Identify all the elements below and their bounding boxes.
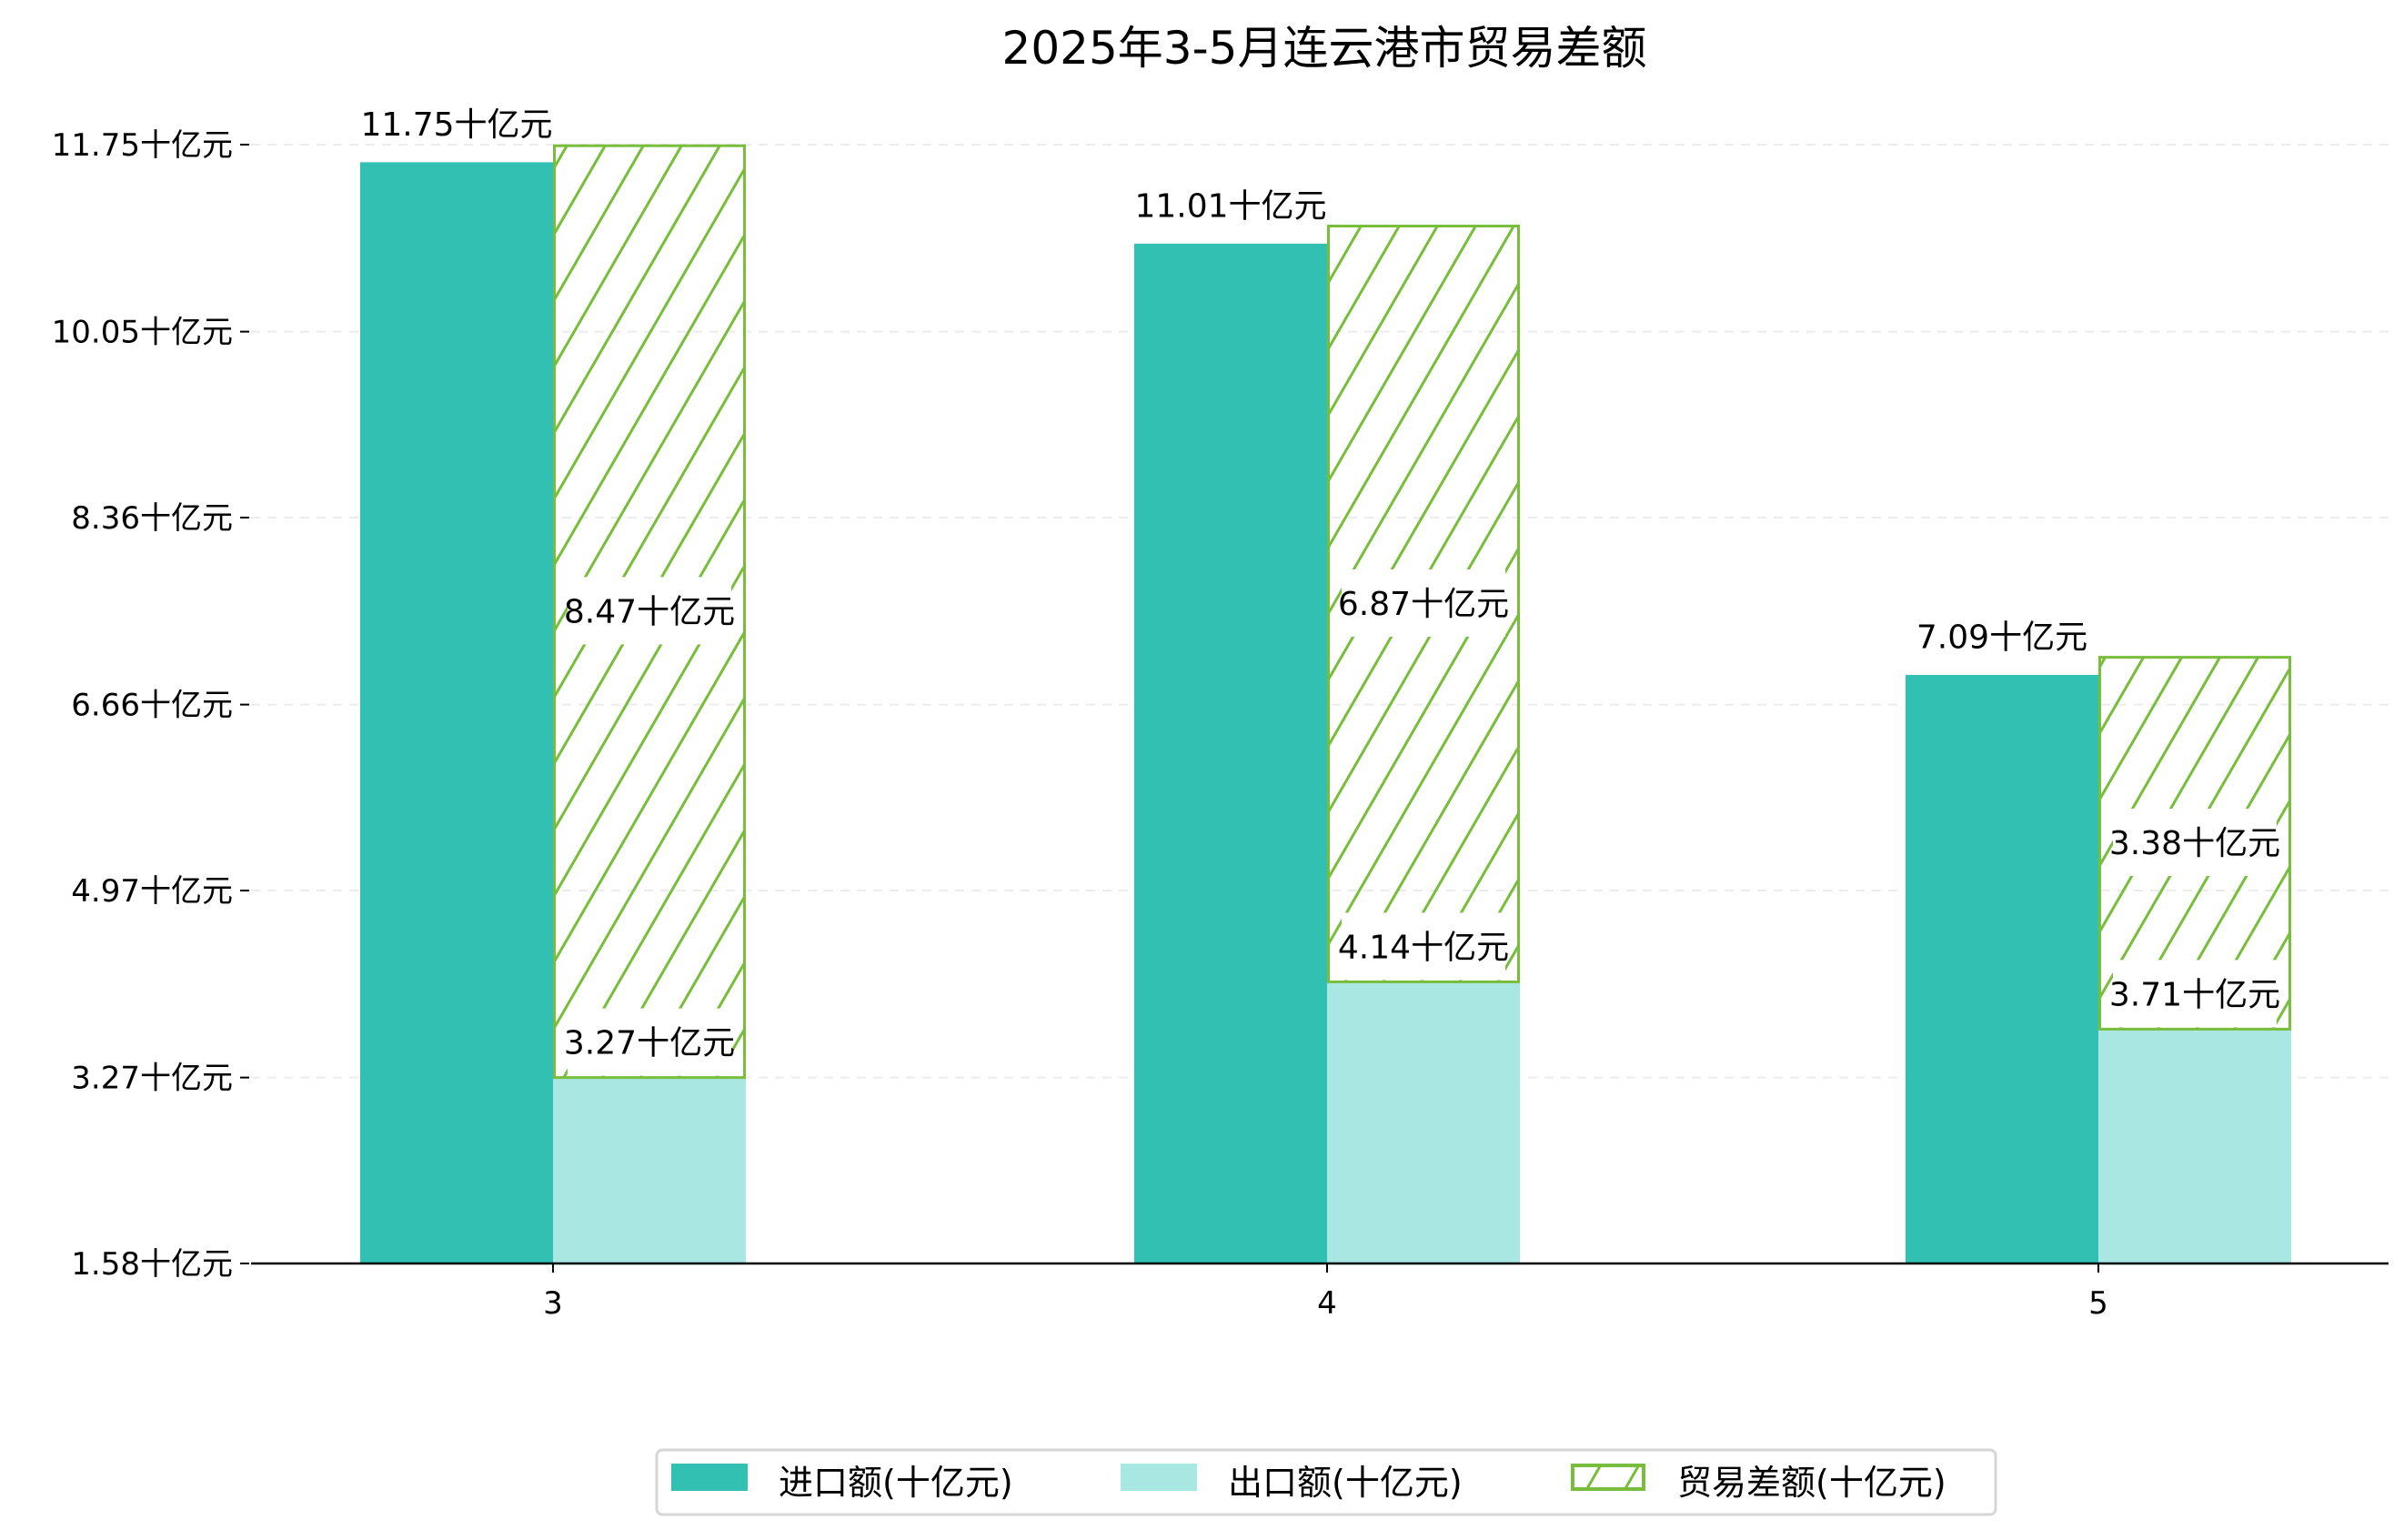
legend: 进口额(十亿元) 出口额(十亿元) 贸易差额(十亿元) bbox=[655, 1448, 1997, 1516]
legend-label: 进口额(十亿元) bbox=[779, 1463, 1013, 1503]
legend-swatch-trade-balance bbox=[1571, 1464, 1645, 1491]
data-label: 8.47十亿元 bbox=[564, 593, 735, 630]
bars bbox=[360, 144, 2291, 1263]
label-background bbox=[2113, 960, 2277, 1028]
data-label: 3.38十亿元 bbox=[2109, 825, 2280, 862]
y-axis: 1.58十亿元 3.27十亿元 4.97十亿元 6.66十亿元 8.36十亿元 10.05… bbox=[52, 127, 249, 1283]
import-bar bbox=[360, 162, 553, 1263]
y-tick-label: 11.75十亿元 bbox=[52, 127, 233, 164]
y-tick-label: 8.36十亿元 bbox=[71, 500, 233, 537]
label-background bbox=[568, 1008, 731, 1076]
export-bar bbox=[1327, 981, 1520, 1263]
y-tick-label: 6.66十亿元 bbox=[71, 688, 233, 724]
data-label: 6.87十亿元 bbox=[1338, 586, 1509, 623]
label-background bbox=[2113, 808, 2277, 876]
y-tick-label: 1.58十亿元 bbox=[71, 1246, 233, 1283]
legend-box bbox=[655, 1448, 1997, 1516]
import-label: 11.75十亿元 bbox=[360, 106, 552, 144]
y-tick-label: 4.97十亿元 bbox=[71, 873, 233, 910]
x-tick-label: 3 bbox=[543, 1285, 563, 1322]
x-tick-label: 5 bbox=[2088, 1285, 2108, 1322]
data-label: 3.71十亿元 bbox=[2109, 976, 2280, 1013]
import-label: 7.09十亿元 bbox=[1916, 619, 2087, 657]
legend-label: 出口额(十亿元) bbox=[1228, 1463, 1463, 1503]
data-labels: 11.75十亿元 3.27十亿元 8.47十亿元 11.01十亿元 4.14十亿元 6.8… bbox=[360, 106, 2280, 1076]
x-tick-label: 4 bbox=[1317, 1285, 1337, 1322]
import-bar bbox=[1134, 243, 1327, 1263]
label-background bbox=[1342, 569, 1505, 637]
import-label: 11.01十亿元 bbox=[1134, 187, 1326, 225]
legend-swatch bbox=[671, 1464, 748, 1491]
legend-swatch bbox=[1121, 1464, 1197, 1491]
data-label: 4.14十亿元 bbox=[1338, 929, 1509, 966]
export-bar bbox=[2098, 1029, 2291, 1263]
export-bar bbox=[553, 1077, 746, 1263]
chart-title: 2025年3-5月连云港市贸易差额 bbox=[1002, 22, 1647, 75]
data-label: 3.27十亿元 bbox=[564, 1025, 735, 1062]
y-tick-label: 10.05十亿元 bbox=[52, 315, 233, 351]
import-bar bbox=[1906, 674, 2098, 1263]
x-axis: 3 4 5 bbox=[251, 1262, 2389, 1322]
label-background bbox=[1342, 912, 1505, 981]
y-tick-label: 3.27十亿元 bbox=[71, 1061, 233, 1097]
label-background bbox=[568, 577, 731, 645]
legend-label: 贸易差额(十亿元) bbox=[1677, 1463, 1946, 1503]
